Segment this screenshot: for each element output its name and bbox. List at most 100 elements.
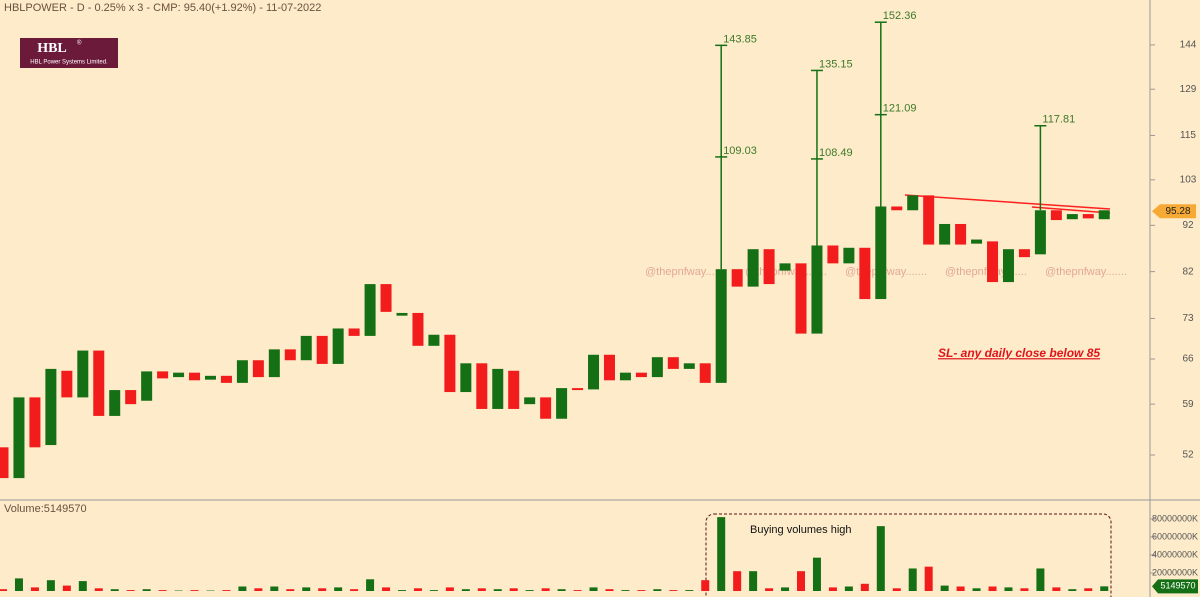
box bbox=[189, 372, 201, 381]
price-tag bbox=[1152, 204, 1196, 219]
box bbox=[284, 349, 296, 361]
box bbox=[763, 249, 775, 285]
box bbox=[252, 360, 264, 378]
volume-bar bbox=[318, 588, 327, 591]
high-label: 117.81 bbox=[1042, 114, 1075, 126]
box bbox=[683, 363, 695, 369]
volume-bar bbox=[461, 589, 470, 591]
volume-bar bbox=[0, 589, 7, 591]
box bbox=[875, 206, 887, 300]
volume-bar bbox=[924, 566, 933, 591]
box bbox=[891, 206, 903, 211]
y-tick-label: 82 bbox=[1182, 266, 1194, 277]
volume-bar bbox=[413, 588, 422, 591]
box bbox=[923, 195, 935, 245]
chart-title: HBLPOWER - D - 0.25% x 3 - CMP: 95.40(+1… bbox=[4, 2, 321, 14]
volume-tick-label: 20000000K bbox=[1152, 567, 1198, 577]
y-tick-label: 92 bbox=[1182, 220, 1194, 231]
logo-name: HBL bbox=[37, 41, 67, 56]
box bbox=[157, 371, 169, 379]
box bbox=[556, 388, 568, 419]
box bbox=[572, 388, 584, 391]
volume-bar bbox=[828, 587, 837, 591]
volume-bar bbox=[765, 588, 774, 591]
volume-bar bbox=[398, 590, 406, 591]
volume-bar bbox=[126, 590, 135, 591]
volume-bar bbox=[286, 589, 295, 591]
box bbox=[588, 354, 600, 390]
highlight-box bbox=[705, 513, 1112, 597]
y-tick-label: 129 bbox=[1180, 84, 1197, 95]
box bbox=[715, 269, 727, 383]
volume-bar bbox=[717, 517, 726, 591]
box bbox=[0, 447, 9, 479]
box bbox=[428, 334, 440, 346]
volume-tick-label: 80000000K bbox=[1152, 513, 1198, 523]
volume-bar bbox=[142, 589, 151, 591]
box bbox=[396, 312, 408, 316]
box bbox=[316, 335, 328, 364]
box bbox=[61, 370, 73, 398]
volume-bar bbox=[382, 587, 391, 591]
box bbox=[939, 223, 951, 245]
volume-bar bbox=[988, 586, 997, 591]
volume-bar bbox=[1084, 588, 1093, 591]
box bbox=[987, 241, 999, 283]
y-tick-label: 144 bbox=[1180, 40, 1197, 51]
box bbox=[508, 370, 520, 409]
volume-tick-label: 60000000K bbox=[1152, 531, 1198, 541]
volume-bar bbox=[222, 590, 231, 591]
box bbox=[45, 368, 57, 446]
volume-bar bbox=[605, 589, 614, 591]
box bbox=[412, 312, 424, 346]
box bbox=[731, 269, 743, 287]
box bbox=[1018, 249, 1030, 258]
box bbox=[204, 375, 216, 380]
box bbox=[476, 363, 488, 409]
watermark: @thepnfway....... bbox=[645, 266, 727, 278]
volume-bar bbox=[908, 568, 917, 591]
box bbox=[1002, 249, 1014, 283]
box bbox=[955, 223, 967, 245]
box bbox=[1082, 214, 1094, 219]
box bbox=[651, 357, 663, 378]
volume-tick-label: 40000000K bbox=[1152, 549, 1198, 559]
box bbox=[125, 390, 137, 405]
volume-bar bbox=[781, 587, 790, 591]
volume-bar bbox=[334, 587, 343, 591]
box bbox=[268, 349, 280, 378]
box bbox=[300, 335, 312, 361]
volume-bar bbox=[445, 587, 454, 591]
trend-line bbox=[1031, 206, 1111, 214]
volume-bar bbox=[653, 589, 662, 591]
box bbox=[364, 284, 376, 336]
volume-bar bbox=[557, 589, 566, 591]
box bbox=[460, 363, 472, 393]
high-label: 135.15 bbox=[819, 58, 853, 70]
volume-bar bbox=[270, 586, 279, 591]
volume-bar bbox=[1020, 588, 1029, 591]
volume-bar bbox=[1052, 587, 1061, 591]
volume-bar bbox=[844, 586, 853, 591]
box bbox=[236, 360, 248, 383]
volume-bar bbox=[366, 579, 375, 591]
volume-bar bbox=[46, 580, 55, 591]
volume-bar bbox=[1036, 568, 1045, 591]
volume-bar bbox=[749, 571, 758, 591]
box bbox=[109, 390, 121, 416]
volume-bar bbox=[110, 589, 119, 591]
volume-bar bbox=[876, 526, 885, 591]
volume-title: Volume:5149570 bbox=[4, 503, 87, 515]
volume-bar bbox=[477, 588, 486, 591]
volume-bar bbox=[701, 580, 710, 591]
y-tick-label: 66 bbox=[1182, 354, 1194, 365]
volume-bar bbox=[733, 571, 742, 591]
volume-bar bbox=[30, 587, 39, 591]
box bbox=[827, 245, 839, 264]
volume-bar bbox=[621, 590, 630, 591]
volume-bar bbox=[509, 588, 518, 591]
volume-bar bbox=[860, 583, 869, 591]
volume-last-label: 5149570 bbox=[1160, 581, 1195, 591]
box bbox=[220, 375, 232, 383]
